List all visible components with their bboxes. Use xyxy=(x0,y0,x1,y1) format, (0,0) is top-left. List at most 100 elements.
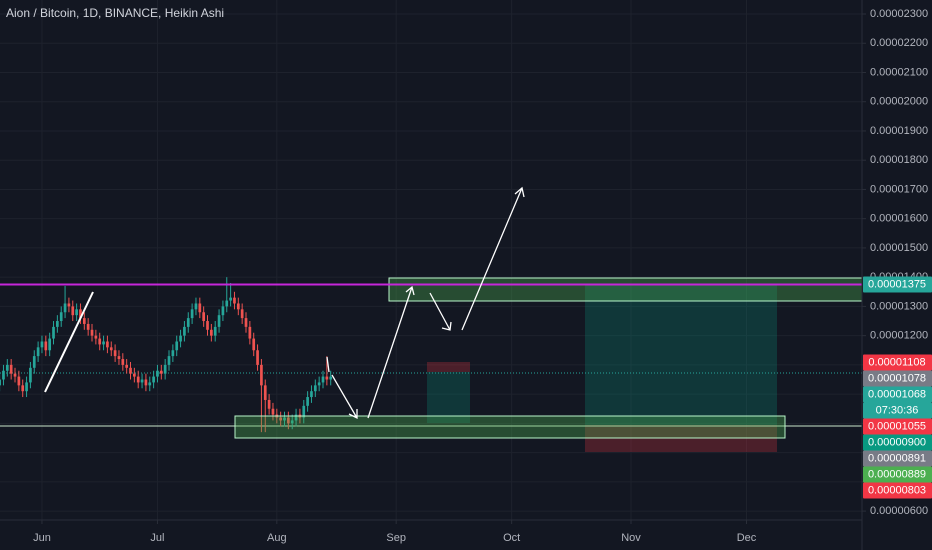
candle-body xyxy=(294,414,298,421)
price-tag-label: 0.00001078 xyxy=(868,372,926,384)
grid xyxy=(0,0,862,520)
y-tick-label: 0.00001500 xyxy=(870,242,928,254)
y-tick-label: 0.00001200 xyxy=(870,330,928,342)
candle-body xyxy=(148,382,152,386)
candle-body xyxy=(290,420,294,424)
candle-body xyxy=(244,318,248,327)
x-tick-label: Jun xyxy=(33,532,51,544)
resistance-zone xyxy=(388,277,863,302)
candle-body xyxy=(102,341,105,345)
candle-body xyxy=(317,382,321,386)
candle-body xyxy=(75,309,78,316)
drawing-line xyxy=(326,356,330,373)
chart-title: Aion / Bitcoin, 1D, BINANCE, Heikin Ashi xyxy=(6,6,224,20)
candle-body xyxy=(79,309,82,319)
target-zone xyxy=(585,285,777,425)
candle-body xyxy=(260,364,263,386)
candle-body xyxy=(186,318,190,327)
candle-body xyxy=(82,318,86,324)
candle-body xyxy=(256,350,259,365)
candle-body xyxy=(25,382,28,392)
candle-body xyxy=(183,326,186,336)
target-zone xyxy=(427,372,470,423)
price-tag-label: 0.00000803 xyxy=(868,484,926,496)
candle-body xyxy=(310,391,313,398)
x-tick-label: Sep xyxy=(386,532,406,544)
candle-body xyxy=(283,417,286,421)
candle-body xyxy=(129,367,132,374)
price-tag-label: 0.00000889 xyxy=(868,468,926,480)
candle-body xyxy=(194,303,198,310)
y-tick-label: 0.00001900 xyxy=(870,125,928,137)
y-tick-label: 0.00000600 xyxy=(870,505,928,517)
x-tick-label: Oct xyxy=(503,532,520,544)
price-tag-label: 0.00000900 xyxy=(868,436,926,448)
candle-body xyxy=(5,364,9,371)
candle-body xyxy=(40,341,44,348)
arrow xyxy=(429,292,452,331)
candle-body xyxy=(233,297,236,304)
candle-body xyxy=(163,364,167,374)
y-tick-label: 0.00001800 xyxy=(870,154,928,166)
candle-body xyxy=(71,306,75,316)
candle-body xyxy=(329,376,333,380)
candle-body xyxy=(279,417,283,421)
x-tick-label: Nov xyxy=(621,532,641,544)
y-tick-label: 0.00002300 xyxy=(870,8,928,20)
price-tag-label: 07:30:36 xyxy=(876,404,919,416)
candle-body xyxy=(117,356,121,360)
candle-body xyxy=(248,326,252,339)
price-tag-label: 0.00001068 xyxy=(868,388,926,400)
price-tag xyxy=(863,482,932,499)
candle-body xyxy=(198,303,202,313)
candle-body xyxy=(98,338,102,345)
axes: 0.000006000.000007000.000008000.00000900… xyxy=(33,8,932,544)
support-zone xyxy=(234,415,786,439)
candle-body xyxy=(140,379,144,383)
price-tag xyxy=(863,354,932,371)
trend-line xyxy=(44,291,94,393)
candle-body xyxy=(302,405,306,418)
candle-body xyxy=(210,329,213,336)
price-tag xyxy=(863,434,932,451)
candle-body xyxy=(217,315,221,327)
y-tick-label: 0.00002000 xyxy=(870,96,928,108)
candle-body xyxy=(2,370,5,380)
candle-body xyxy=(167,356,171,365)
arrow xyxy=(367,285,415,419)
candle-body xyxy=(59,312,63,322)
candle-body xyxy=(306,397,309,406)
price-tag-label: 0.00001375 xyxy=(868,278,926,290)
candle-body xyxy=(121,359,125,365)
arrow xyxy=(331,374,358,420)
candle-body xyxy=(52,326,55,339)
candle-body xyxy=(236,303,240,310)
candle-body xyxy=(113,350,117,357)
y-tick-label: 0.00001600 xyxy=(870,213,928,225)
y-tick-label: 0.00002100 xyxy=(870,66,928,78)
price-tag xyxy=(863,418,932,435)
candle-body xyxy=(44,341,48,351)
candle-body xyxy=(175,341,179,351)
candle-body xyxy=(63,303,67,313)
x-tick-label: Dec xyxy=(737,532,757,544)
candles xyxy=(0,277,333,433)
candle-body xyxy=(221,306,225,316)
candle-body xyxy=(48,338,52,351)
candle-body xyxy=(271,408,275,415)
candle-body xyxy=(13,373,17,377)
x-tick-label: Aug xyxy=(267,532,287,544)
price-tag-label: 0.00001108 xyxy=(868,356,925,368)
candle-body xyxy=(252,338,256,351)
candle-body xyxy=(152,376,155,383)
x-tick-label: Jul xyxy=(150,532,164,544)
candle-body xyxy=(213,326,217,336)
arrows xyxy=(44,186,525,420)
price-tag xyxy=(863,450,932,467)
candle-body xyxy=(133,373,136,377)
candle-body xyxy=(325,376,329,380)
candle-body xyxy=(313,385,317,392)
candle-body xyxy=(67,303,71,307)
candle-body xyxy=(287,417,290,424)
